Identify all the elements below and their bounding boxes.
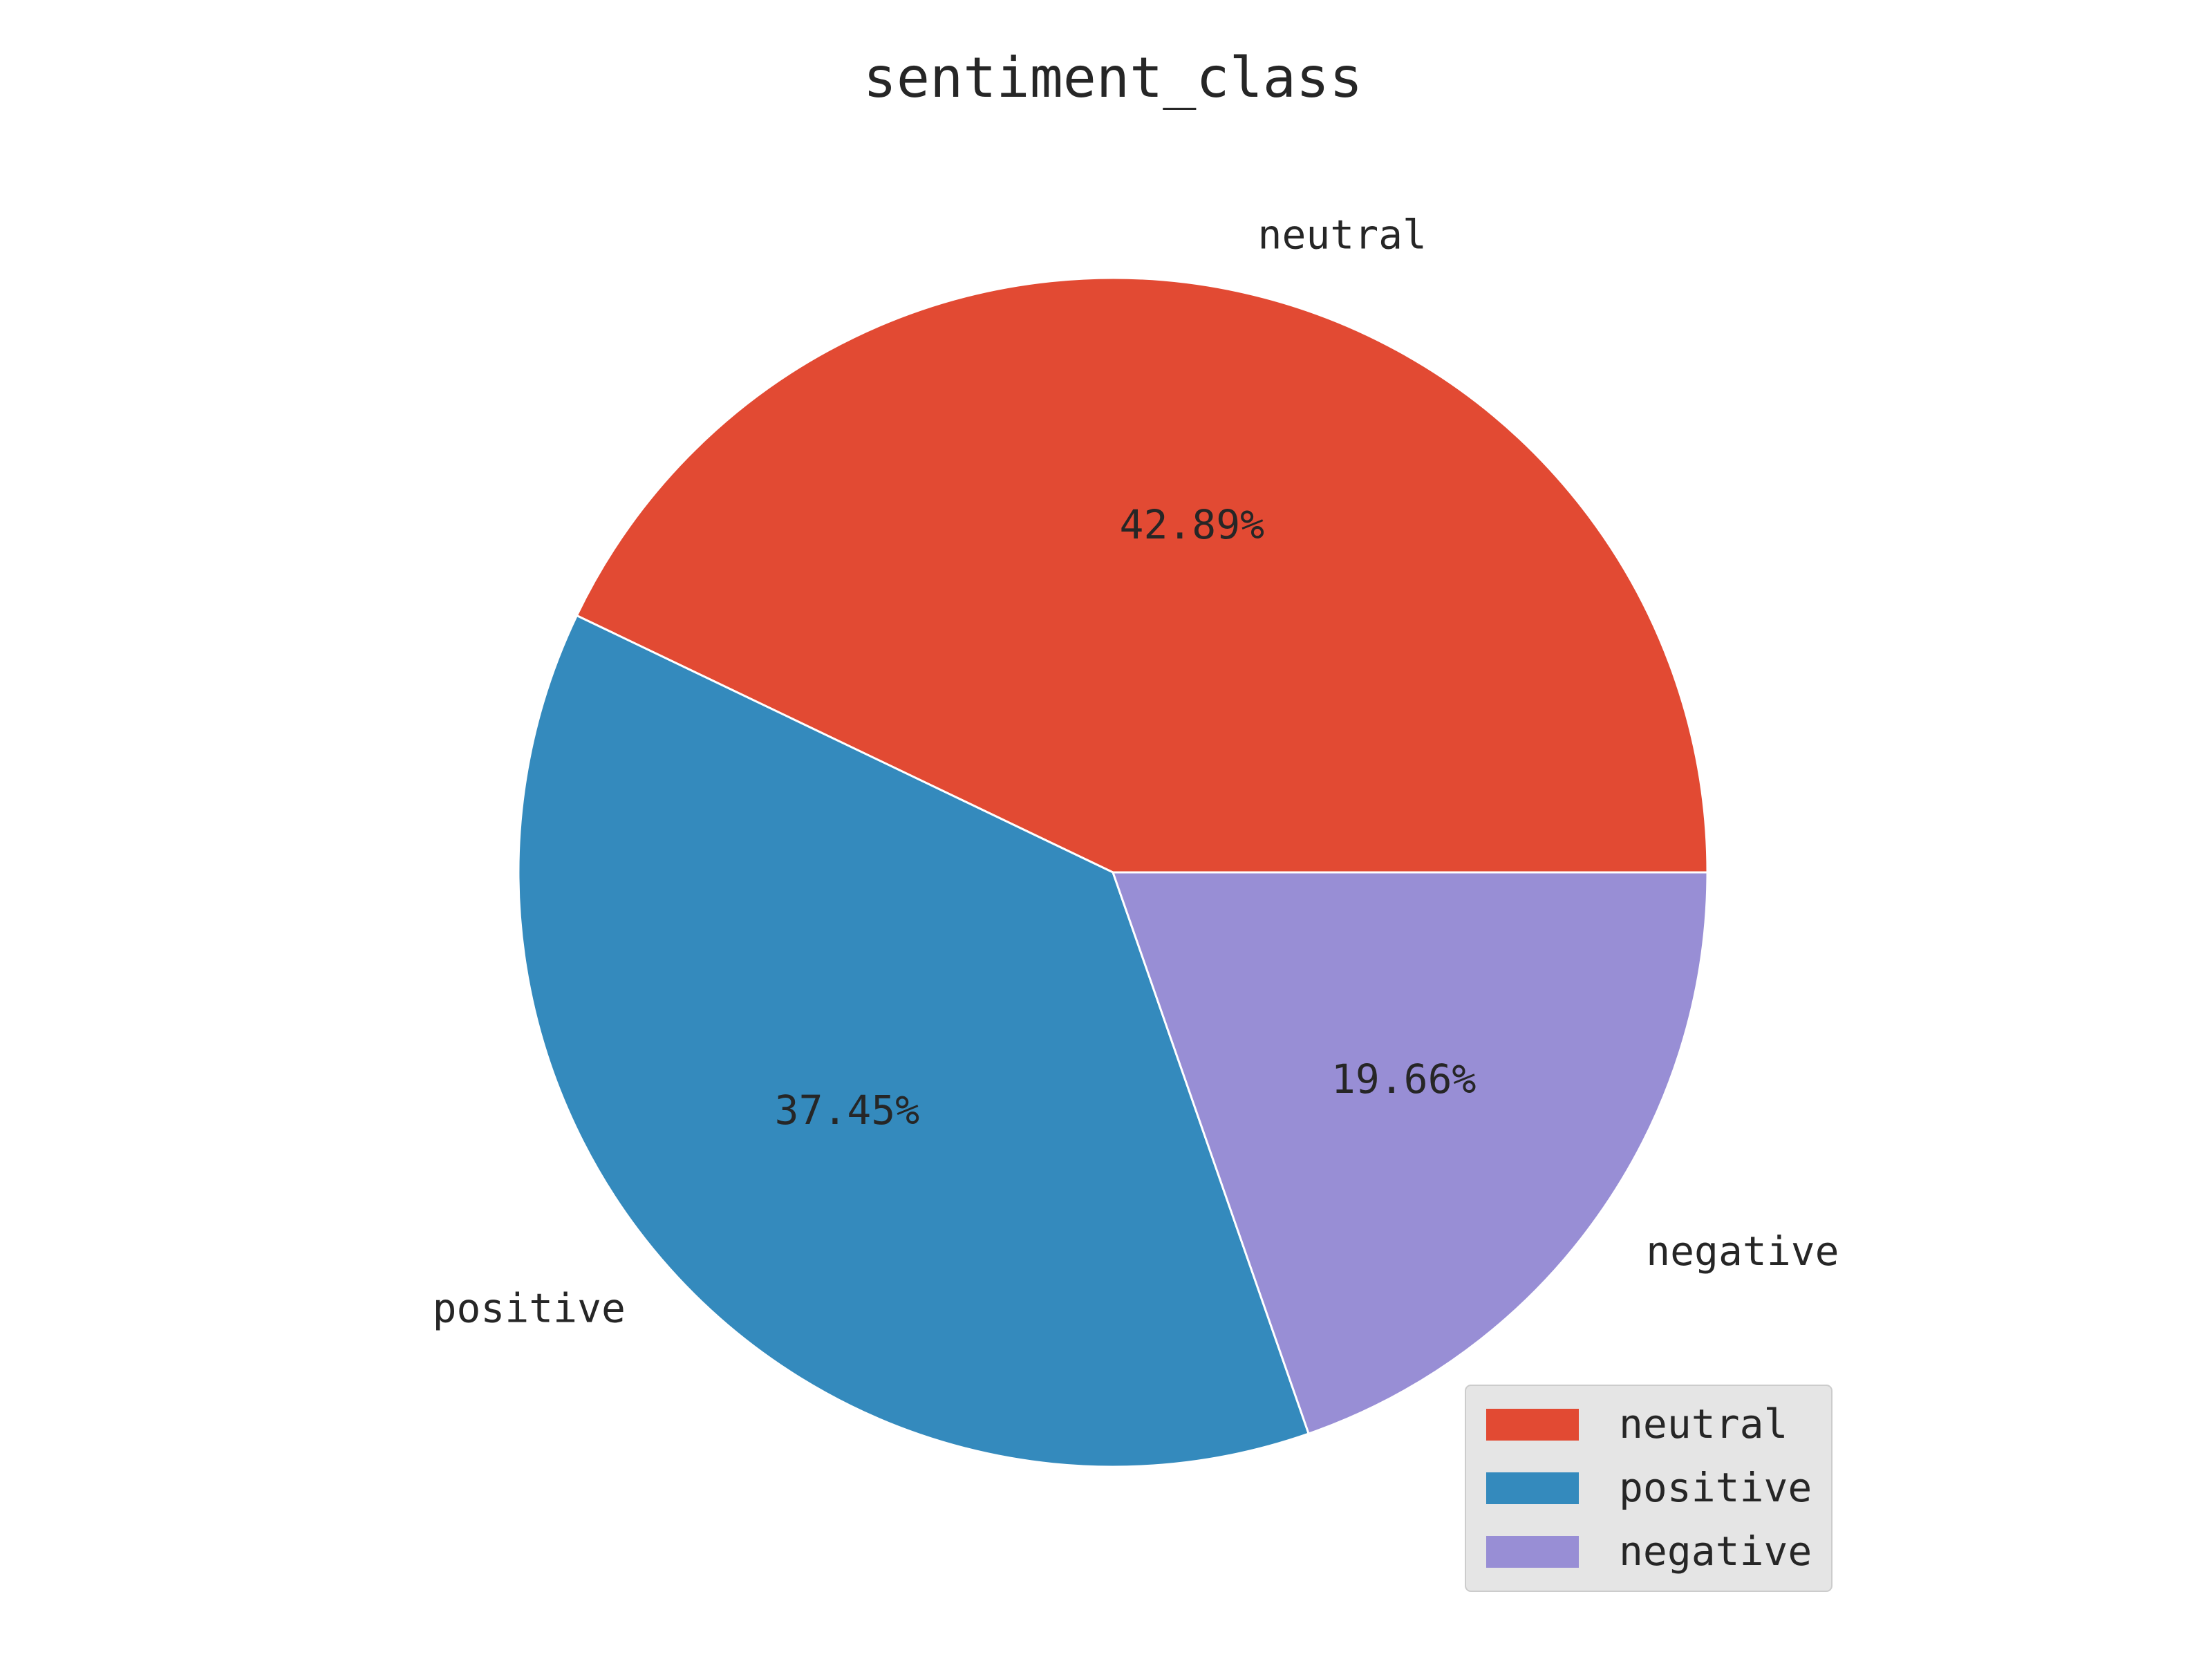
pie-slice-positive xyxy=(517,614,1311,1468)
pct-label-neutral: 42.89% xyxy=(1120,501,1265,548)
legend: neutral positive negative xyxy=(1465,1385,1833,1592)
pie-slices xyxy=(517,276,1709,1468)
pie-labels: 42.89% neutral 37.45% positive 19.66% negativ… xyxy=(433,212,1839,1332)
legend-swatch-negative xyxy=(1486,1536,1579,1568)
slice-label-negative: negative xyxy=(1646,1228,1839,1275)
legend-label-neutral: neutral xyxy=(1619,1400,1788,1447)
pct-label-positive: 37.45% xyxy=(775,1087,920,1134)
slice-label-neutral: neutral xyxy=(1258,212,1427,259)
slice-label-positive: positive xyxy=(433,1285,626,1332)
pie-slice-neutral xyxy=(575,276,1709,874)
legend-label-positive: positive xyxy=(1619,1464,1812,1511)
chart-title: sentiment_class xyxy=(863,46,1362,110)
legend-label-negative: negative xyxy=(1619,1528,1812,1575)
pct-label-negative: 19.66% xyxy=(1331,1056,1477,1103)
legend-swatch-positive xyxy=(1486,1472,1579,1504)
legend-swatch-neutral xyxy=(1486,1409,1579,1441)
pie-slice-negative xyxy=(1111,871,1709,1435)
